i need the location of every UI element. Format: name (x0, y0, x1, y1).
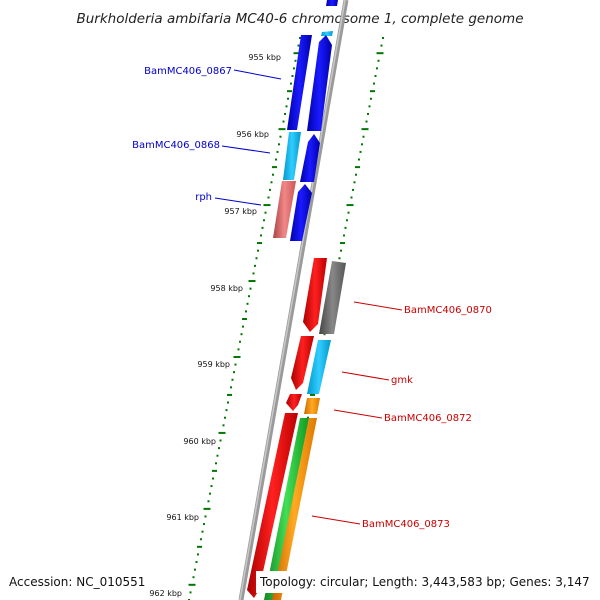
tick-marks-left (188, 37, 301, 600)
gene-rph[interactable] (273, 181, 312, 241)
gene-bammc406-0870[interactable] (303, 258, 346, 334)
backbone-line (238, 0, 349, 600)
gene-bar-inner (283, 132, 301, 180)
tick-label-957: 957 kbp (224, 207, 257, 216)
gene-bar-inner (273, 181, 296, 238)
gene-arrow-inner (247, 413, 298, 598)
tick-labels: 955 kbp 956 kbp 957 kbp 958 kbp 959 kbp … (149, 53, 281, 598)
tick-label-962: 962 kbp (149, 589, 182, 598)
gene-arrow-inner (303, 258, 327, 332)
leader-line-bammc406-0868 (221, 145, 271, 154)
tick-label-960: 960 kbp (183, 437, 216, 446)
gene-bar-outer (304, 398, 320, 414)
leader-line-rph (214, 197, 262, 206)
gene-arrow-outer (307, 35, 332, 131)
gene-arrow-outer (290, 184, 312, 241)
leader-line-bammc406-0872 (333, 409, 383, 419)
footer-summary-bg (256, 571, 594, 593)
leader-line-gmk (341, 371, 390, 381)
gene-labels: BamMC406_0867 BamMC406_0868 rph BamMC406… (132, 66, 492, 530)
footer: Accession: NC_010551 Topology: circular;… (6, 571, 594, 593)
gene-bammc406-0873[interactable] (247, 413, 317, 600)
gene-bammc406-0867[interactable] (287, 35, 332, 131)
gene-bar-outer (307, 340, 331, 394)
leader-line-bammc406-0873 (311, 515, 361, 525)
backbone-line-highlight (239, 0, 346, 600)
leader-line-bammc406-0867 (233, 69, 282, 80)
tick-label-959: 959 kbp (197, 360, 230, 369)
tick-label-956: 956 kbp (236, 130, 269, 139)
genome-backbone (238, 0, 349, 600)
tick-label-955: 955 kbp (248, 53, 281, 62)
gene-label-bammc406-0868[interactable]: BamMC406_0868 (132, 140, 220, 151)
gene-label-bammc406-0870[interactable]: BamMC406_0870 (404, 305, 492, 316)
gene-label-bammc406-0867[interactable]: BamMC406_0867 (144, 66, 232, 77)
gene-gmk[interactable] (291, 336, 331, 394)
gene-bar-outer (272, 418, 317, 600)
leader-line-bammc406-0870 (353, 301, 403, 311)
footer-accession-bg (6, 571, 148, 593)
gene-bammc406-0868[interactable] (283, 132, 320, 182)
gene-feature-partial-top (326, 0, 338, 6)
map-title: Burkholderia ambifaria MC40-6 chromosome… (76, 11, 523, 27)
gene-bar-inner (287, 35, 312, 130)
gene-arrow-inner (291, 336, 314, 390)
gene-bar-green (264, 418, 309, 600)
gene-arrow-inner (286, 394, 302, 411)
gene-label-bammc406-0872[interactable]: BamMC406_0872 (384, 413, 472, 424)
gene-label-bammc406-0873[interactable]: BamMC406_0873 (362, 519, 450, 530)
tick-label-961: 961 kbp (166, 513, 199, 522)
gene-bar-outer (319, 261, 346, 334)
genome-summary-text: Topology: circular; Length: 3,443,583 bp… (259, 575, 590, 589)
tick-label-958: 958 kbp (210, 284, 243, 293)
gene-label-gmk[interactable]: gmk (391, 375, 413, 386)
accession-text: Accession: NC_010551 (9, 575, 145, 589)
gene-feature-partial-top-cyan (321, 31, 333, 36)
gene-label-rph[interactable]: rph (195, 192, 212, 203)
label-leader-lines (214, 69, 403, 525)
gene-arrow-outer (300, 134, 320, 182)
gene-bammc406-0872[interactable] (286, 394, 320, 414)
